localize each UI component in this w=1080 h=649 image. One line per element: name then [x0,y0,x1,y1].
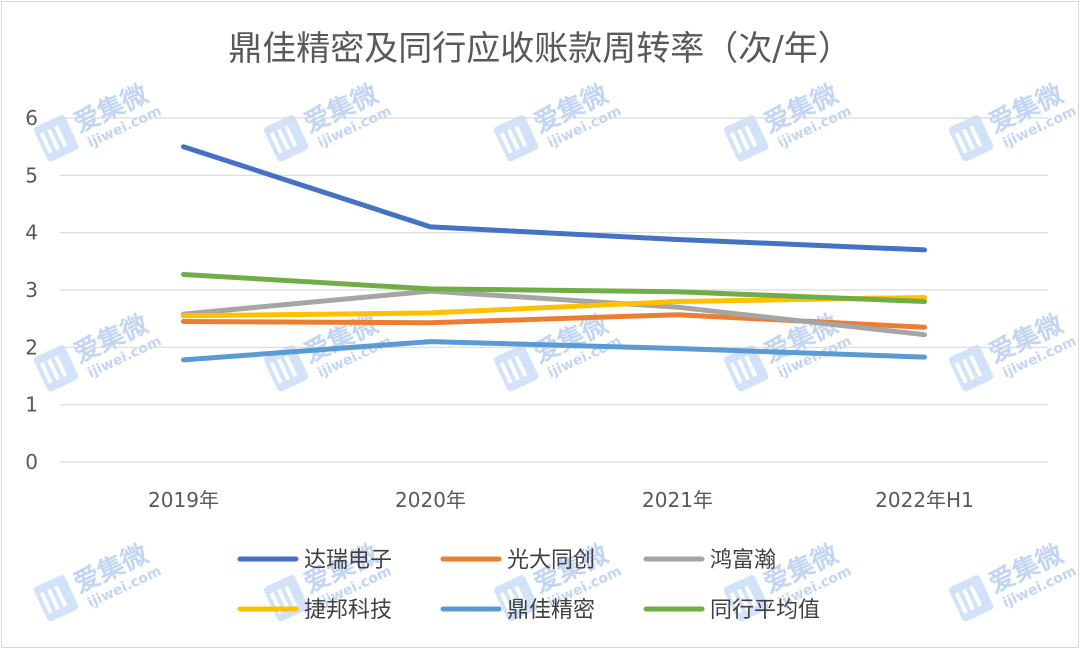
x-tick-label: 2020年 [395,488,466,512]
legend-item: 达瑞电子 [237,548,392,573]
x-tick-label: 2019年 [148,488,219,512]
watermark-logo-mark [499,355,528,384]
series-lines [181,144,927,363]
watermark-logo-icon [264,345,309,392]
chart-title: 鼎佳精密及同行应收账款周转率（次/年） [228,29,851,69]
series-line [181,272,927,304]
watermark-logo-icon [724,345,769,392]
watermark-logo-icon [264,115,309,162]
watermark-logo-icon [494,345,539,392]
watermark-logo-mark [39,355,68,384]
watermark-logo-mark [269,125,298,154]
legend-item: 鼎佳精密 [440,598,595,623]
watermark-logo-icon [34,575,79,622]
watermark-logo-mark [729,585,758,614]
legend-item: 光大同创 [440,548,595,573]
watermark-logo-icon [949,345,994,392]
series-line [181,288,927,338]
watermark-logo-mark [269,355,298,384]
watermark-logo-icon [34,345,79,392]
watermark-logo-mark [499,585,528,614]
x-tick-label: 2022年H1 [875,488,974,512]
watermark-logo-icon [494,575,539,622]
x-axis-ticks: 2019年 2020年 2021年 2022年H1 [148,488,974,512]
legend-label: 鸿富瀚 [710,548,776,573]
watermark-logo-icon [724,115,769,162]
legend-item: 同行平均值 [643,598,820,623]
watermark-logo-mark [729,355,758,384]
watermark-logo-mark [499,125,528,154]
watermark-logo-icon [494,115,539,162]
watermark-logo-mark [954,125,983,154]
legend-label: 达瑞电子 [304,548,392,573]
legend-label: 捷邦科技 [304,598,392,623]
series-line [181,339,927,363]
legend-item: 捷邦科技 [237,598,392,623]
series-line [181,144,927,253]
watermark-logo-icon [949,115,994,162]
y-tick-label: 3 [25,278,38,302]
legend-label: 光大同创 [507,548,595,573]
legend-item: 鸿富瀚 [643,548,776,573]
y-tick-label: 1 [25,393,38,417]
y-tick-label: 2 [25,335,38,359]
y-tick-label: 0 [25,450,38,474]
y-axis-ticks: 0 1 2 3 4 5 6 [25,106,38,474]
watermark-logo-mark [954,355,983,384]
series-line [181,295,927,319]
legend-label: 鼎佳精密 [507,598,595,623]
watermark-logo-icon [724,575,769,622]
watermark-logo-mark [39,125,68,154]
y-tick-label: 6 [25,106,38,130]
y-tick-label: 4 [25,221,38,245]
watermark-logo-icon [34,115,79,162]
watermark-logo-mark [954,585,983,614]
watermark-logo-mark [729,125,758,154]
watermark-logo-icon [949,575,994,622]
x-tick-label: 2021年 [642,488,713,512]
legend-label: 同行平均值 [710,598,820,623]
watermark-logo-mark [39,585,68,614]
y-tick-label: 5 [25,163,38,187]
